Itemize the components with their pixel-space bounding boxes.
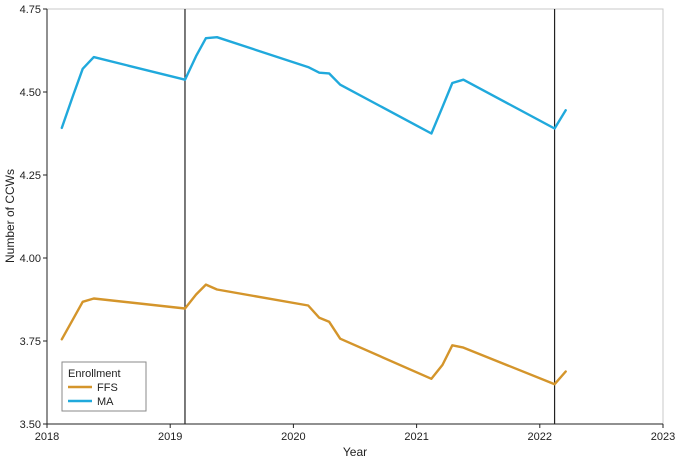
x-tick-label: 2020	[281, 431, 305, 443]
y-tick-label: 3.50	[20, 419, 41, 431]
x-tick-label: 2022	[528, 431, 552, 443]
x-tick-label: 2023	[651, 431, 675, 443]
plot-frame	[46, 8, 664, 425]
y-tick-label: 3.75	[20, 336, 41, 348]
y-tick-label: 4.25	[20, 170, 41, 182]
x-tick-label: 2018	[35, 431, 59, 443]
y-axis-title: Number of CCWs	[3, 169, 17, 263]
series-line-ffs	[60, 283, 567, 386]
series-layer	[60, 36, 567, 386]
x-tick-label: 2019	[158, 431, 182, 443]
y-tick-label: 4.75	[20, 4, 41, 16]
x-tick-label: 2021	[404, 431, 428, 443]
legend: Enrollment FFS MA	[61, 361, 147, 412]
legend-label-ma: MA	[97, 396, 114, 408]
plot-area	[46, 8, 664, 425]
series-line-ma	[60, 36, 567, 135]
x-axis-title: Year	[343, 445, 367, 459]
y-tick-label: 4.00	[20, 253, 41, 265]
y-tick-label: 4.50	[20, 87, 41, 99]
legend-title: Enrollment	[68, 368, 121, 380]
axes: 2018 2019 2020 2021 2022 2023 3.50 3.75 4.00 4.25…	[20, 4, 676, 443]
legend-label-ffs: FFS	[97, 382, 118, 394]
